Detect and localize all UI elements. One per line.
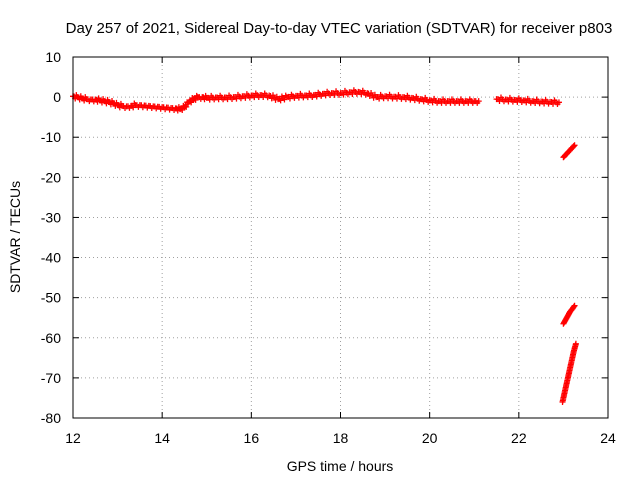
chart-title: Day 257 of 2021, Sidereal Day-to-day VTE… xyxy=(66,20,613,37)
y-tick-label: -80 xyxy=(41,410,61,426)
data-point-dense xyxy=(182,103,189,110)
x-tick-label: 22 xyxy=(511,430,527,446)
x-tick-label: 18 xyxy=(333,430,349,446)
data-point xyxy=(555,99,562,106)
tick-labels: 12 14 16 18 20 22 24 10 0 -10 -20 -30 -40 -50 -60 -70 -8… xyxy=(41,49,616,446)
x-tick-label: 16 xyxy=(244,430,260,446)
y-tick-label: -40 xyxy=(41,250,61,266)
x-axis-label: GPS time / hours xyxy=(287,458,394,474)
x-tick-label: 20 xyxy=(422,430,438,446)
y-tick-label: -20 xyxy=(41,169,61,185)
y-tick-label: -10 xyxy=(41,129,61,145)
y-axis-label: SDTVAR / TECUs xyxy=(7,181,23,293)
grid xyxy=(72,56,609,419)
x-tick-label: 24 xyxy=(600,430,616,446)
y-tick-label: 10 xyxy=(45,49,61,65)
data-point-dense xyxy=(570,143,577,150)
data-point xyxy=(572,340,579,347)
data-point xyxy=(475,98,482,105)
data-point xyxy=(571,302,578,309)
data-point xyxy=(571,142,578,149)
data-point-dense xyxy=(570,303,577,310)
y-tick-label: 0 xyxy=(53,89,61,105)
y-tick-label: -30 xyxy=(41,209,61,225)
y-tick-label: -70 xyxy=(41,370,61,386)
x-tick-label: 14 xyxy=(154,430,170,446)
data-point-dense xyxy=(183,103,190,110)
y-tick-label: -50 xyxy=(41,290,61,306)
data-point-dense xyxy=(187,98,194,105)
data-points xyxy=(70,87,579,405)
data-point-dense xyxy=(188,99,195,106)
plot-frame xyxy=(72,56,609,419)
y-tick-label: -60 xyxy=(41,330,61,346)
x-tick-label: 12 xyxy=(65,430,81,446)
